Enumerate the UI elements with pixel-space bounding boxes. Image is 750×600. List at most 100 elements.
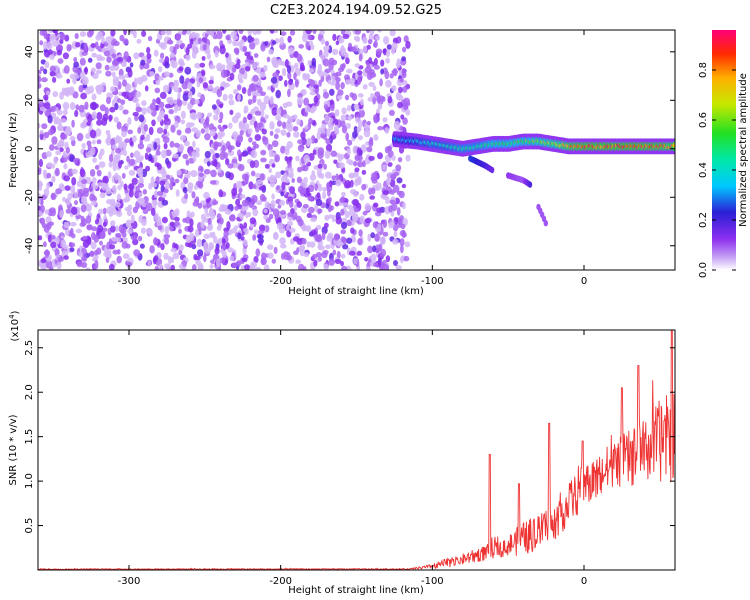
heatmap-cell [148, 182, 153, 190]
heatmap-cell [273, 133, 279, 140]
heatmap-cell [191, 112, 196, 118]
heatmap-cell [273, 232, 279, 240]
heatmap-cell [285, 178, 290, 184]
heatmap-cell [275, 115, 282, 121]
heatmap-cell [222, 30, 227, 34]
heatmap-cell [233, 47, 240, 54]
heatmap-cell [221, 238, 226, 245]
heatmap-cell [399, 77, 404, 83]
heatmap-cell [392, 184, 400, 193]
heatmap-cell [292, 114, 298, 120]
heatmap-cell [170, 256, 175, 264]
heatmap-cell [362, 84, 368, 90]
heatmap-cell [94, 164, 100, 170]
heatmap-cell [324, 114, 329, 124]
heatmap-cell [213, 236, 218, 244]
heatmap-cell [373, 115, 379, 124]
heatmap-cell [182, 186, 188, 194]
heatmap-cell [121, 241, 128, 249]
heatmap-cell [153, 255, 159, 261]
heatmap-cell [236, 58, 241, 65]
heatmap-cell [321, 251, 328, 259]
heatmap-cell [40, 204, 45, 213]
heatmap-cell [132, 111, 139, 117]
heatmap-cell [163, 252, 169, 260]
heatmap-cell [76, 132, 84, 142]
heatmap-cell [349, 92, 355, 98]
heatmap-cell [123, 149, 128, 157]
heatmap-cell [130, 235, 138, 241]
heatmap-cell [56, 74, 63, 79]
heatmap-cell [348, 160, 354, 166]
heatmap-cell [49, 144, 55, 151]
heatmap-cell [153, 141, 158, 150]
heatmap-cell [92, 72, 99, 80]
heatmap-cell [391, 155, 396, 161]
heatmap-cell [62, 197, 66, 202]
heatmap-cell [361, 183, 367, 191]
heatmap-cell [43, 131, 50, 139]
heatmap-cell [275, 171, 282, 179]
heatmap-cell [284, 145, 290, 152]
heatmap-cell [381, 164, 387, 171]
heatmap-cell [63, 65, 70, 74]
heatmap-cell [112, 158, 117, 166]
heatmap-cell [271, 163, 276, 168]
heatmap-cell [323, 263, 330, 270]
heatmap-cell [109, 153, 114, 163]
heatmap-cell [74, 33, 79, 40]
heatmap-cell [197, 181, 204, 189]
heatmap-cell [187, 225, 194, 233]
heatmap-cell [270, 200, 276, 209]
heatmap-cell [303, 97, 310, 106]
heatmap-cell [165, 174, 171, 180]
heatmap-cell [162, 136, 170, 144]
heatmap-cell [290, 208, 295, 214]
heatmap-cell [256, 179, 263, 185]
heatmap-cell [200, 220, 205, 229]
heatmap-cell [227, 144, 232, 153]
snr-plot-area [38, 330, 675, 570]
heatmap-cell [183, 177, 189, 185]
heatmap-cell [96, 169, 102, 177]
snr-x-axis-label: Height of straight line (km) [288, 585, 424, 596]
heatmap-cell [85, 203, 92, 212]
heatmap-cell [322, 191, 327, 200]
heatmap-cell [257, 98, 262, 106]
heatmap-cell [137, 235, 143, 242]
heatmap-cell [123, 183, 128, 191]
heatmap-cell [70, 206, 78, 215]
heatmap-cell [149, 245, 155, 254]
heatmap-cell [93, 265, 97, 270]
heatmap-cell [145, 202, 153, 212]
heatmap-cell [369, 195, 376, 200]
heatmap-cell [64, 34, 70, 42]
heatmap-cell [115, 201, 121, 208]
heatmap-cell [157, 66, 163, 73]
heatmap-cell [353, 103, 360, 110]
heatmap-cell [239, 130, 244, 136]
heatmap-cell [55, 188, 62, 195]
heatmap-cell [342, 33, 350, 40]
heatmap-cell [81, 179, 88, 185]
heatmap-cell [279, 237, 286, 245]
heatmap-cell [159, 180, 166, 186]
heatmap-cell [342, 237, 348, 245]
heatmap-cell [260, 116, 266, 123]
heatmap-cell [143, 124, 148, 132]
heatmap-cell [202, 44, 207, 51]
heatmap-cell [89, 102, 96, 110]
heatmap-cell [258, 229, 264, 235]
heatmap-cell [124, 195, 131, 203]
heatmap-cell [261, 128, 267, 135]
heatmap-cell [172, 99, 178, 105]
heatmap-cell [95, 84, 102, 92]
heatmap-cell [244, 264, 250, 270]
heatmap-cell [104, 64, 110, 71]
heatmap-cell [210, 169, 217, 178]
heatmap-cell [125, 219, 132, 229]
heatmap-cell [288, 79, 293, 86]
heatmap-cell [122, 109, 129, 115]
heatmap-cell [380, 59, 385, 67]
heatmap-cell [159, 58, 165, 64]
